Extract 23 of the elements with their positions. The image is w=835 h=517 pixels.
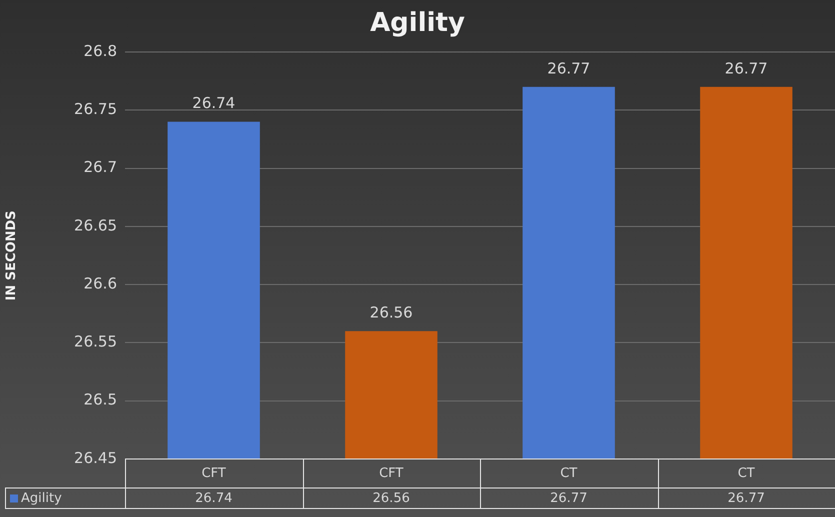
y-tick-label: 26.8 xyxy=(84,42,117,60)
y-tick-label: 26.55 xyxy=(74,332,117,351)
data-label: 26.74 xyxy=(192,94,236,112)
text: 26.56 xyxy=(372,490,410,506)
chart-title: Agility xyxy=(369,8,466,38)
x-tick-label: CFT xyxy=(202,466,226,481)
y-tick-label: 26.75 xyxy=(74,100,117,118)
y-axis-title: IN SECONDS xyxy=(4,210,20,301)
data-label: 26.56 xyxy=(370,303,413,322)
text: 26.74 xyxy=(195,490,232,506)
x-tick-label: CT xyxy=(560,466,578,481)
text: 26.77 xyxy=(728,490,765,506)
data-label: 26.77 xyxy=(547,59,590,78)
x-tick-label: CFT xyxy=(379,466,404,481)
y-tick-label: 26.6 xyxy=(84,274,117,292)
y-tick-label: 26.5 xyxy=(84,390,117,409)
y-tick-label: 26.7 xyxy=(84,158,117,176)
legend-label: Agility xyxy=(21,490,62,506)
y-tick-label: 26.65 xyxy=(74,216,117,234)
text: 26.77 xyxy=(550,490,588,506)
data-label: 26.77 xyxy=(724,59,768,78)
x-tick-label: CT xyxy=(738,466,755,481)
y-tick-label: 26.45 xyxy=(74,448,117,467)
